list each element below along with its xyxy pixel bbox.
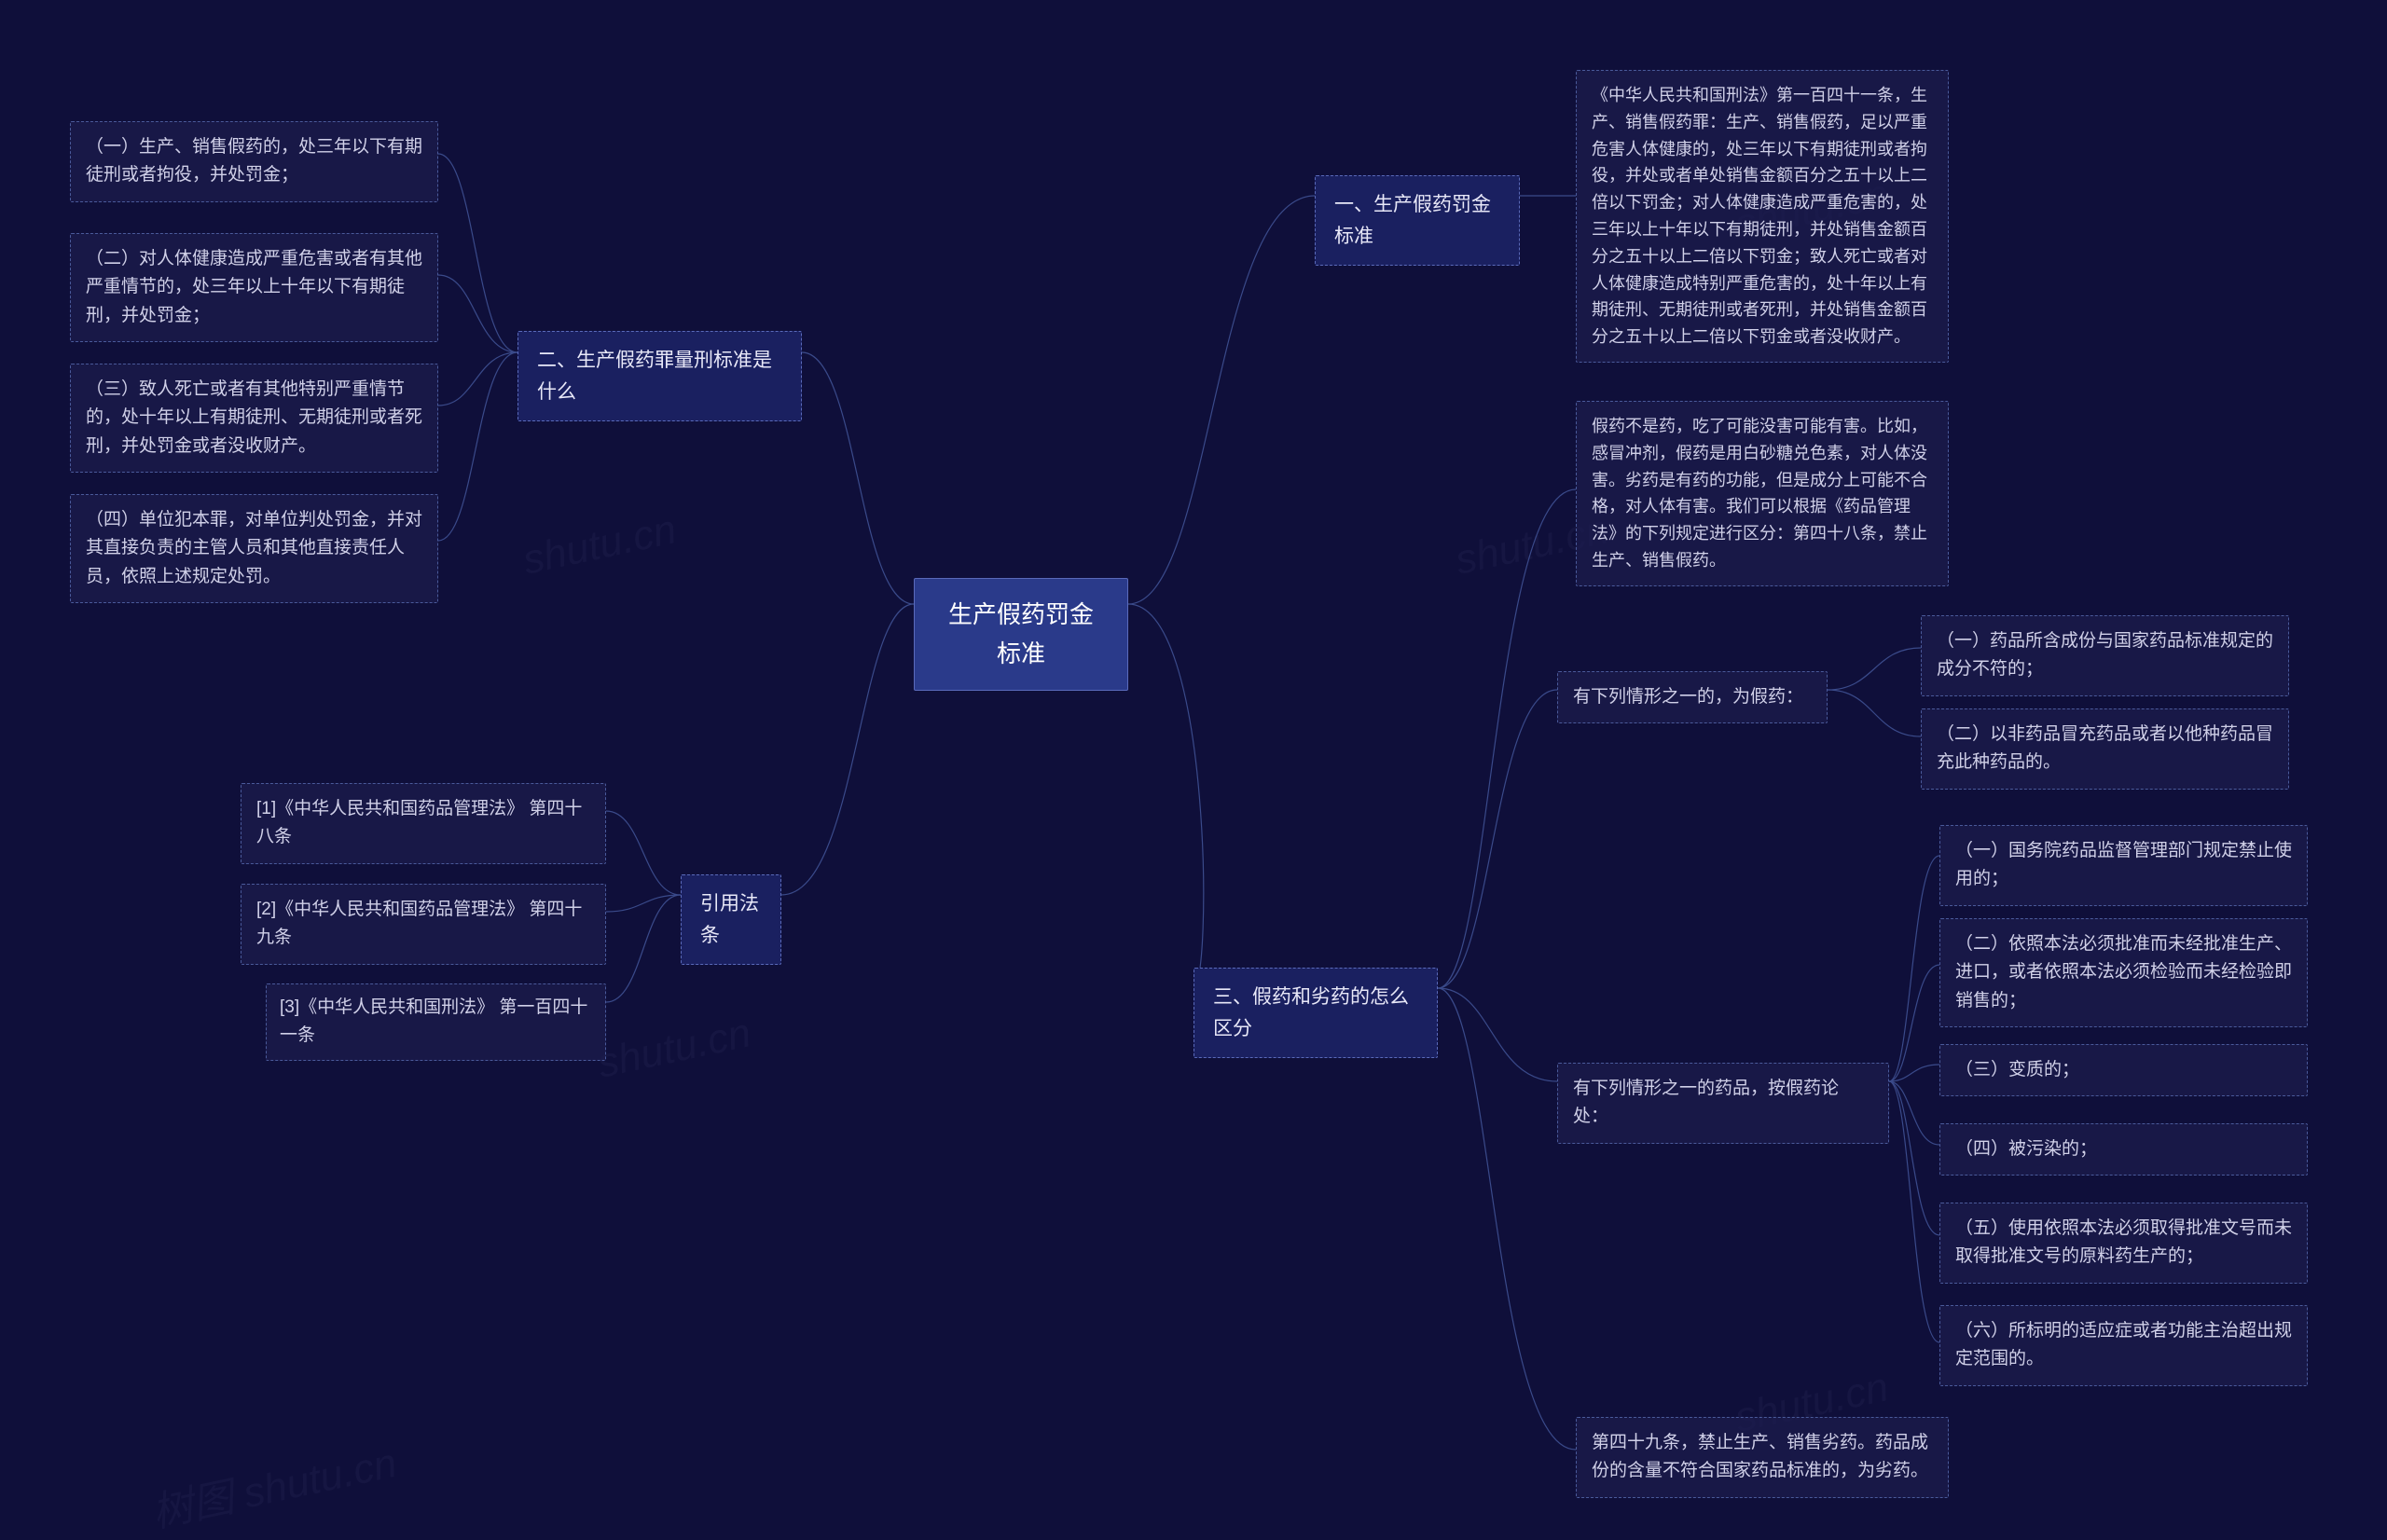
branch-2-child-2: （二）对人体健康造成严重危害或者有其他严重情节的，处三年以上十年以下有期徒刑，并… (70, 233, 438, 342)
branch-2: 二、生产假药罪量刑标准是什么 (517, 331, 802, 421)
sub2-item-1: （一）国务院药品监督管理部门规定禁止使用的； (1939, 825, 2308, 906)
branch-ref: 引用法条 (681, 874, 781, 965)
branch-2-child-1: （一）生产、销售假药的，处三年以下有期徒刑或者拘役，并处罚金； (70, 121, 438, 202)
branch-2-child-4: （四）单位犯本罪，对单位判处罚金，并对其直接负责的主管人员和其他直接责任人员，依… (70, 494, 438, 603)
sub2-item-2: （二）依照本法必须批准而未经批准生产、进口，或者依照本法必须检验而未经检验即销售… (1939, 918, 2308, 1027)
watermark: 树图 shutu.cn (145, 1429, 401, 1539)
sub1-item-1: （一）药品所含成份与国家药品标准规定的成分不符的； (1921, 615, 2289, 696)
branch-1-detail: 《中华人民共和国刑法》第一百四十一条，生产、销售假药罪：生产、销售假药，足以严重… (1576, 70, 1949, 363)
branch-3: 三、假药和劣药的怎么区分 (1194, 968, 1438, 1058)
branch-3-sub2: 有下列情形之一的药品，按假药论处： (1557, 1063, 1889, 1144)
sub2-item-4: （四）被污染的； (1939, 1123, 2308, 1176)
sub2-item-5: （五）使用依照本法必须取得批准文号而未取得批准文号的原料药生产的； (1939, 1203, 2308, 1284)
ref-2: [2]《中华人民共和国药品管理法》 第四十九条 (241, 884, 606, 965)
branch-2-child-3: （三）致人死亡或者有其他特别严重情节的，处十年以上有期徒刑、无期徒刑或者死刑，并… (70, 364, 438, 473)
watermark: shutu.cn (594, 1010, 755, 1087)
center-node: 生产假药罚金标准 (914, 578, 1128, 691)
branch-3-sub1: 有下列情形之一的，为假药： (1557, 671, 1828, 723)
sub1-item-2: （二）以非药品冒充药品或者以他种药品冒充此种药品的。 (1921, 708, 2289, 790)
branch-3-intro: 假药不是药，吃了可能没害可能有害。比如，感冒冲剂，假药是用白砂糖兑色素，对人体没… (1576, 401, 1949, 586)
branch-1: 一、生产假药罚金标准 (1315, 175, 1520, 266)
branch-3-tail: 第四十九条，禁止生产、销售劣药。药品成份的含量不符合国家药品标准的，为劣药。 (1576, 1417, 1949, 1498)
ref-3: [3]《中华人民共和国刑法》 第一百四十一条 (266, 983, 606, 1061)
sub2-item-6: （六）所标明的适应症或者功能主治超出规定范围的。 (1939, 1305, 2308, 1386)
watermark: shutu.cn (519, 506, 681, 584)
ref-1: [1]《中华人民共和国药品管理法》 第四十八条 (241, 783, 606, 864)
sub2-item-3: （三）变质的； (1939, 1044, 2308, 1096)
